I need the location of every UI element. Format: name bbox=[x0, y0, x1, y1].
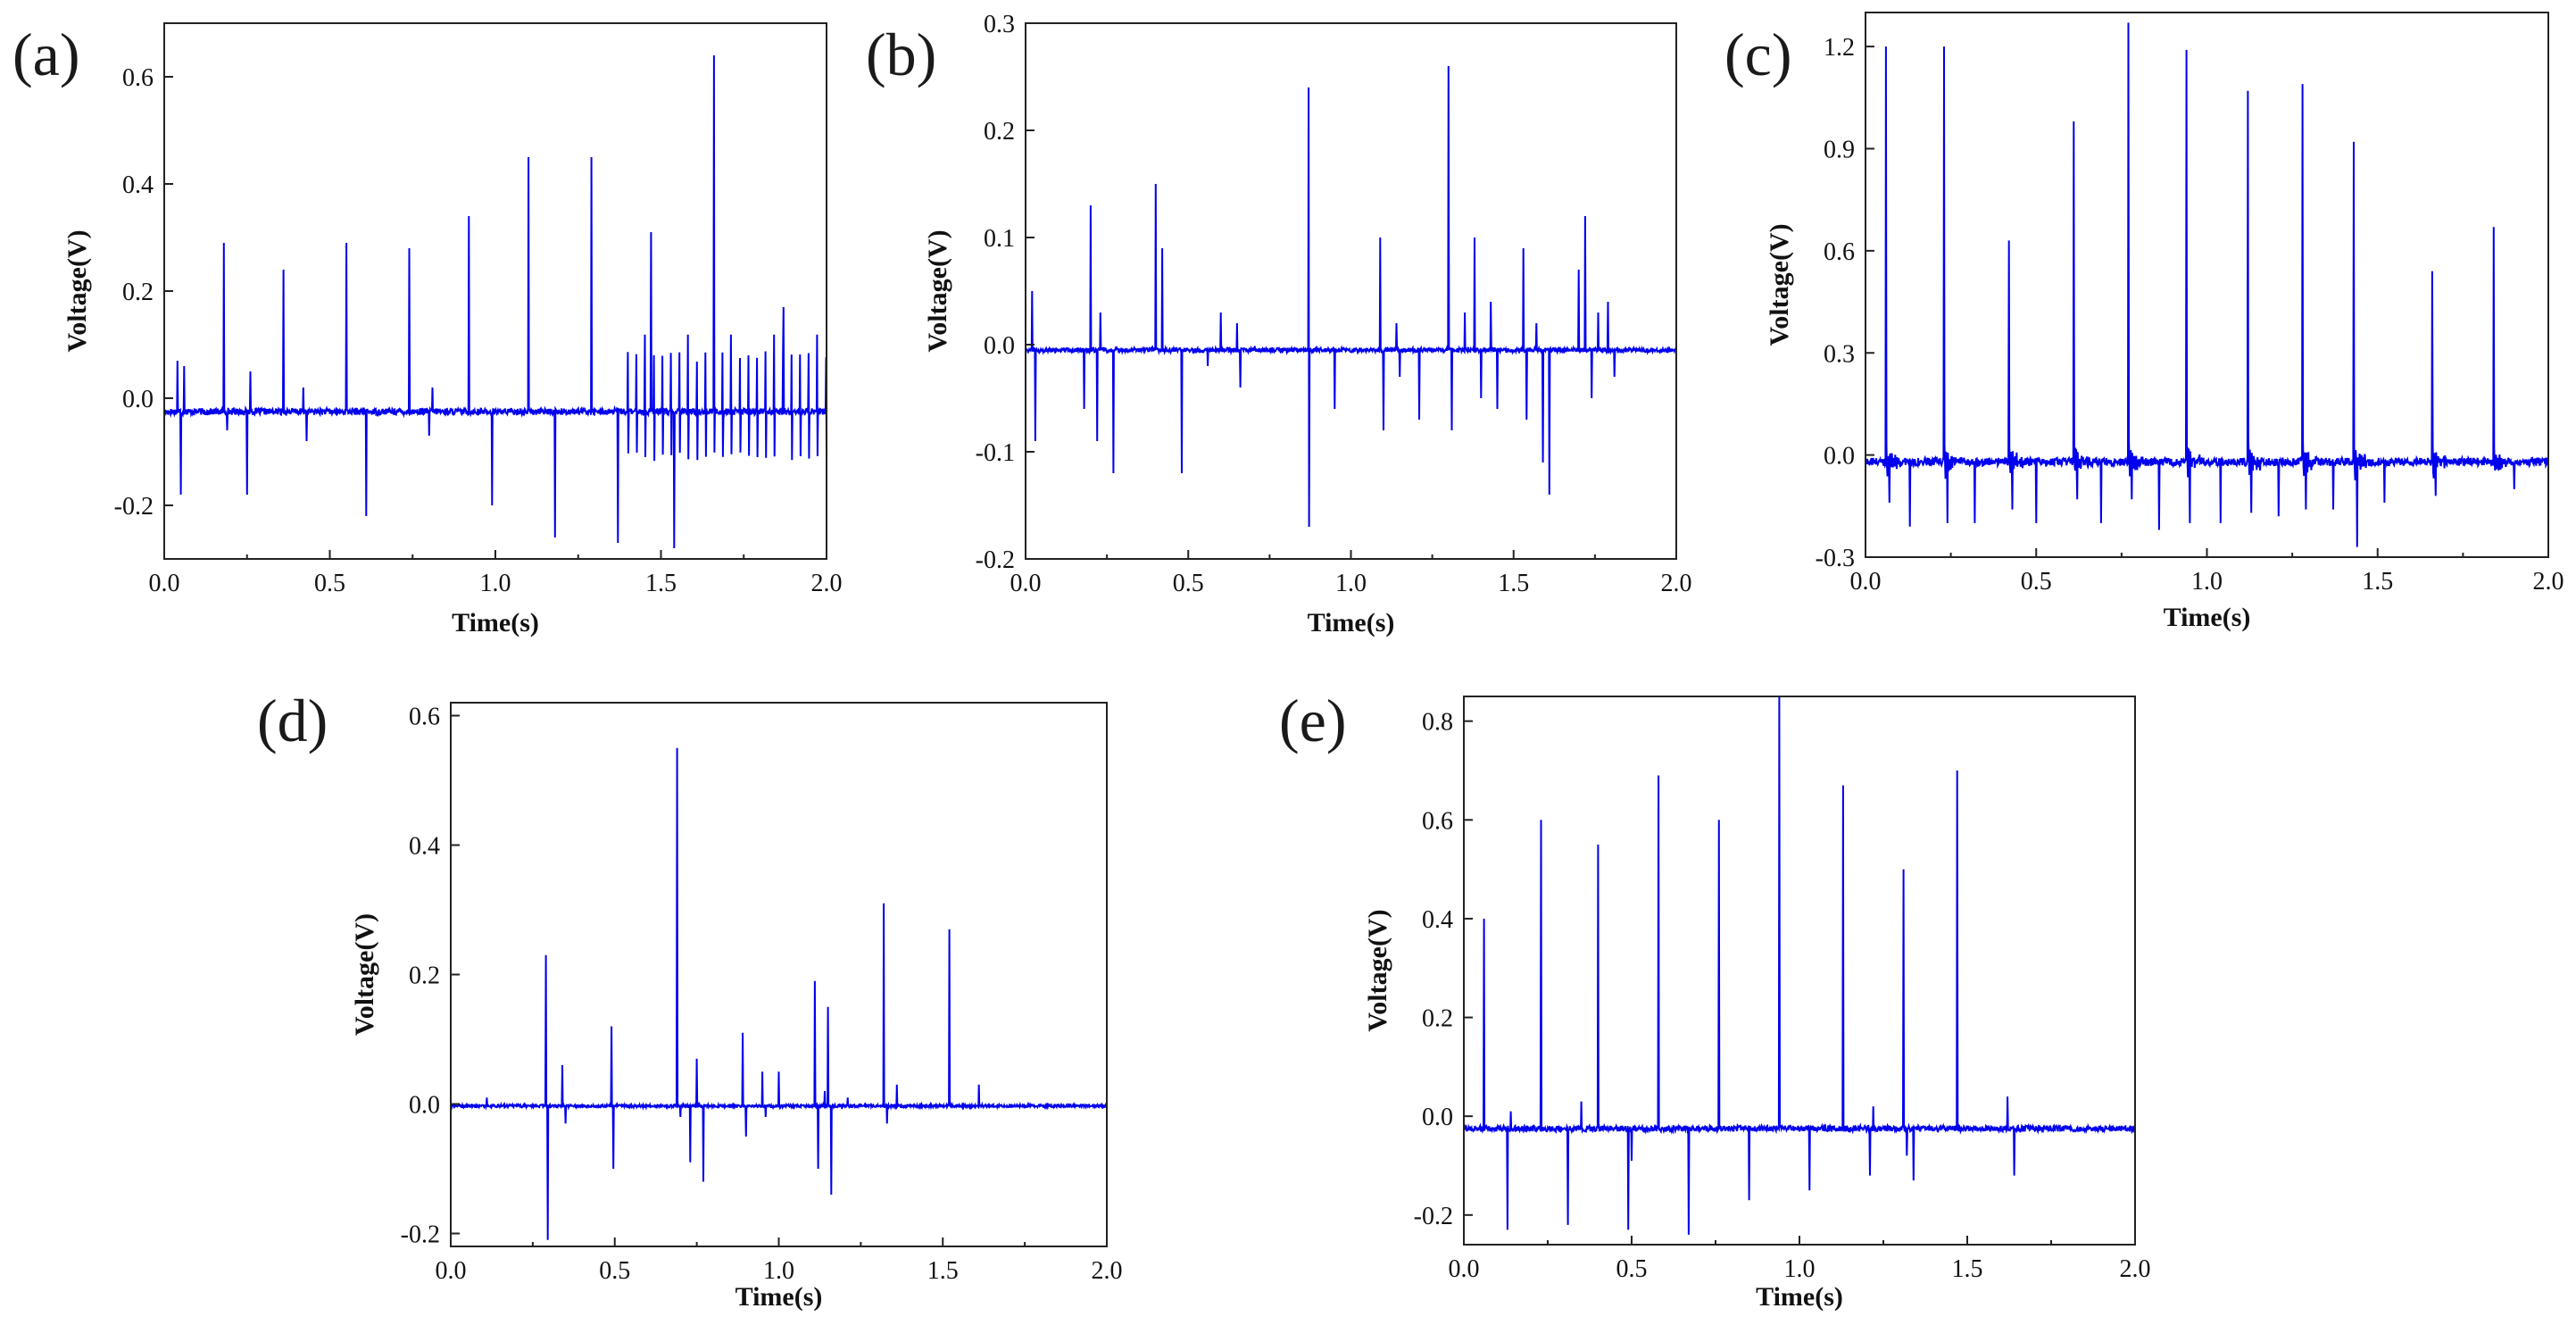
x-tick-label-b-2: 1.0 bbox=[1335, 570, 1367, 597]
y-axis-title-c: Voltage(V) bbox=[1765, 223, 1794, 346]
signal-line-c bbox=[1866, 22, 2548, 547]
x-axis-title-a: Time(s) bbox=[452, 608, 539, 638]
y-tick-label-e-4: 0.6 bbox=[1422, 807, 1453, 835]
panel-b: (b) 0.0 0.5 1.0 1.5 2.0 -0.2 -0.1 0.0 0.1 0.2 0.3 Ti… bbox=[866, 11, 1692, 638]
y-axis-title-b: Voltage(V) bbox=[923, 229, 952, 352]
y-tick-label-e-2: 0.2 bbox=[1422, 1005, 1453, 1033]
y-tick-label-a-0: -0.2 bbox=[114, 493, 154, 521]
y-tick-label-b-5: 0.3 bbox=[984, 11, 1015, 38]
panel-e: (e) 0.0 0.5 1.0 1.5 2.0 -0.2 0.0 0.2 0.4 0.6 0.8 Tim… bbox=[1279, 687, 2151, 1312]
x-tick-label-d-4: 2.0 bbox=[1092, 1257, 1123, 1285]
y-tick-label-e-5: 0.8 bbox=[1422, 709, 1453, 737]
y-tick-label-b-4: 0.2 bbox=[984, 118, 1015, 146]
x-tick-label-e-1: 0.5 bbox=[1616, 1255, 1648, 1283]
y-tick-label-b-0: -0.2 bbox=[976, 546, 1015, 574]
y-tick-label-d-3: 0.4 bbox=[409, 833, 440, 861]
y-tick-label-c-0: -0.3 bbox=[1816, 545, 1855, 572]
panel-label-b: (b) bbox=[866, 21, 936, 88]
panel-label-a: (a) bbox=[12, 21, 79, 88]
x-tick-label-e-3: 1.5 bbox=[1952, 1255, 1983, 1283]
y-tick-label-c-1: 0.0 bbox=[1824, 443, 1855, 471]
x-tick-label-a-3: 1.5 bbox=[645, 570, 677, 597]
x-axis-title-c: Time(s) bbox=[2164, 603, 2251, 632]
x-tick-label-e-2: 1.0 bbox=[1784, 1255, 1816, 1283]
x-tick-label-c-2: 1.0 bbox=[2191, 568, 2223, 596]
x-axis-title-d: Time(s) bbox=[735, 1282, 823, 1312]
x-tick-label-d-3: 1.5 bbox=[927, 1257, 959, 1285]
x-tick-label-d-2: 1.0 bbox=[763, 1257, 794, 1285]
y-tick-label-e-1: 0.0 bbox=[1422, 1104, 1453, 1131]
x-tick-label-c-4: 2.0 bbox=[2533, 568, 2564, 596]
x-tick-label-b-0: 0.0 bbox=[1010, 570, 1042, 597]
x-tick-label-c-1: 0.5 bbox=[2021, 568, 2052, 596]
y-axis-title-e: Voltage(V) bbox=[1363, 909, 1392, 1031]
x-axis-title-e: Time(s) bbox=[1756, 1282, 1843, 1312]
panel-d: (d) 0.0 0.5 1.0 1.5 2.0 -0.2 0.0 0.2 0.4 0.6 Time(s… bbox=[257, 687, 1123, 1312]
x-tick-label-c-3: 1.5 bbox=[2362, 568, 2393, 596]
y-tick-label-c-5: 1.2 bbox=[1824, 34, 1855, 62]
y-tick-label-d-1: 0.0 bbox=[409, 1092, 440, 1120]
x-tick-label-b-3: 1.5 bbox=[1498, 570, 1529, 597]
y-tick-label-a-2: 0.2 bbox=[122, 279, 154, 306]
x-tick-label-a-0: 0.0 bbox=[149, 570, 180, 597]
y-tick-label-a-3: 0.4 bbox=[122, 171, 154, 199]
x-tick-label-a-2: 1.0 bbox=[480, 570, 511, 597]
x-tick-label-d-1: 0.5 bbox=[599, 1257, 630, 1285]
x-tick-label-e-4: 2.0 bbox=[2120, 1255, 2151, 1283]
panel-label-e: (e) bbox=[1279, 687, 1346, 754]
x-tick-label-b-4: 2.0 bbox=[1661, 570, 1692, 597]
panel-c: (c)0.0 0.5 1.0 1.5 2.0-0.30.00.30.60.91.2Tim… bbox=[1724, 12, 2564, 632]
y-tick-label-e-3: 0.4 bbox=[1422, 906, 1453, 934]
x-tick-label-a-4: 2.0 bbox=[811, 570, 843, 597]
signal-line-b bbox=[1026, 65, 1676, 528]
y-tick-label-a-1: 0.0 bbox=[122, 386, 154, 413]
panel-a: (a) 0.0 0.5 1.0 1.5 2.0 -0.2 0.0 0.2 0.4 0.6 Time(s… bbox=[12, 21, 843, 638]
y-tick-label-c-2: 0.3 bbox=[1824, 340, 1855, 368]
y-tick-label-b-3: 0.1 bbox=[984, 225, 1015, 253]
signal-line-d bbox=[451, 747, 1107, 1240]
x-tick-label-a-1: 0.5 bbox=[314, 570, 345, 597]
panel-label-d: (d) bbox=[257, 687, 328, 754]
signal-line-a bbox=[164, 54, 827, 549]
x-tick-label-e-0: 0.0 bbox=[1449, 1255, 1480, 1283]
y-tick-label-d-4: 0.6 bbox=[409, 704, 440, 731]
y-tick-label-d-2: 0.2 bbox=[409, 962, 440, 990]
y-tick-label-e-0: -0.2 bbox=[1414, 1203, 1453, 1230]
x-tick-label-d-0: 0.0 bbox=[436, 1257, 467, 1285]
panel-label-c: (c) bbox=[1724, 21, 1791, 88]
y-tick-label-c-4: 0.9 bbox=[1824, 137, 1855, 164]
y-axis-title-d: Voltage(V) bbox=[350, 913, 379, 1036]
y-tick-label-d-0: -0.2 bbox=[401, 1221, 440, 1249]
signal-line-e bbox=[1464, 696, 2135, 1235]
y-tick-label-b-1: -0.1 bbox=[976, 439, 1015, 467]
y-axis-title-a: Voltage(V) bbox=[62, 229, 92, 352]
x-tick-label-c-0: 0.0 bbox=[1850, 568, 1882, 596]
y-tick-label-b-2: 0.0 bbox=[984, 332, 1015, 360]
x-tick-label-b-1: 0.5 bbox=[1173, 570, 1204, 597]
y-tick-label-a-4: 0.6 bbox=[122, 64, 154, 92]
x-axis-title-b: Time(s) bbox=[1308, 608, 1395, 638]
y-tick-label-c-3: 0.6 bbox=[1824, 238, 1855, 266]
